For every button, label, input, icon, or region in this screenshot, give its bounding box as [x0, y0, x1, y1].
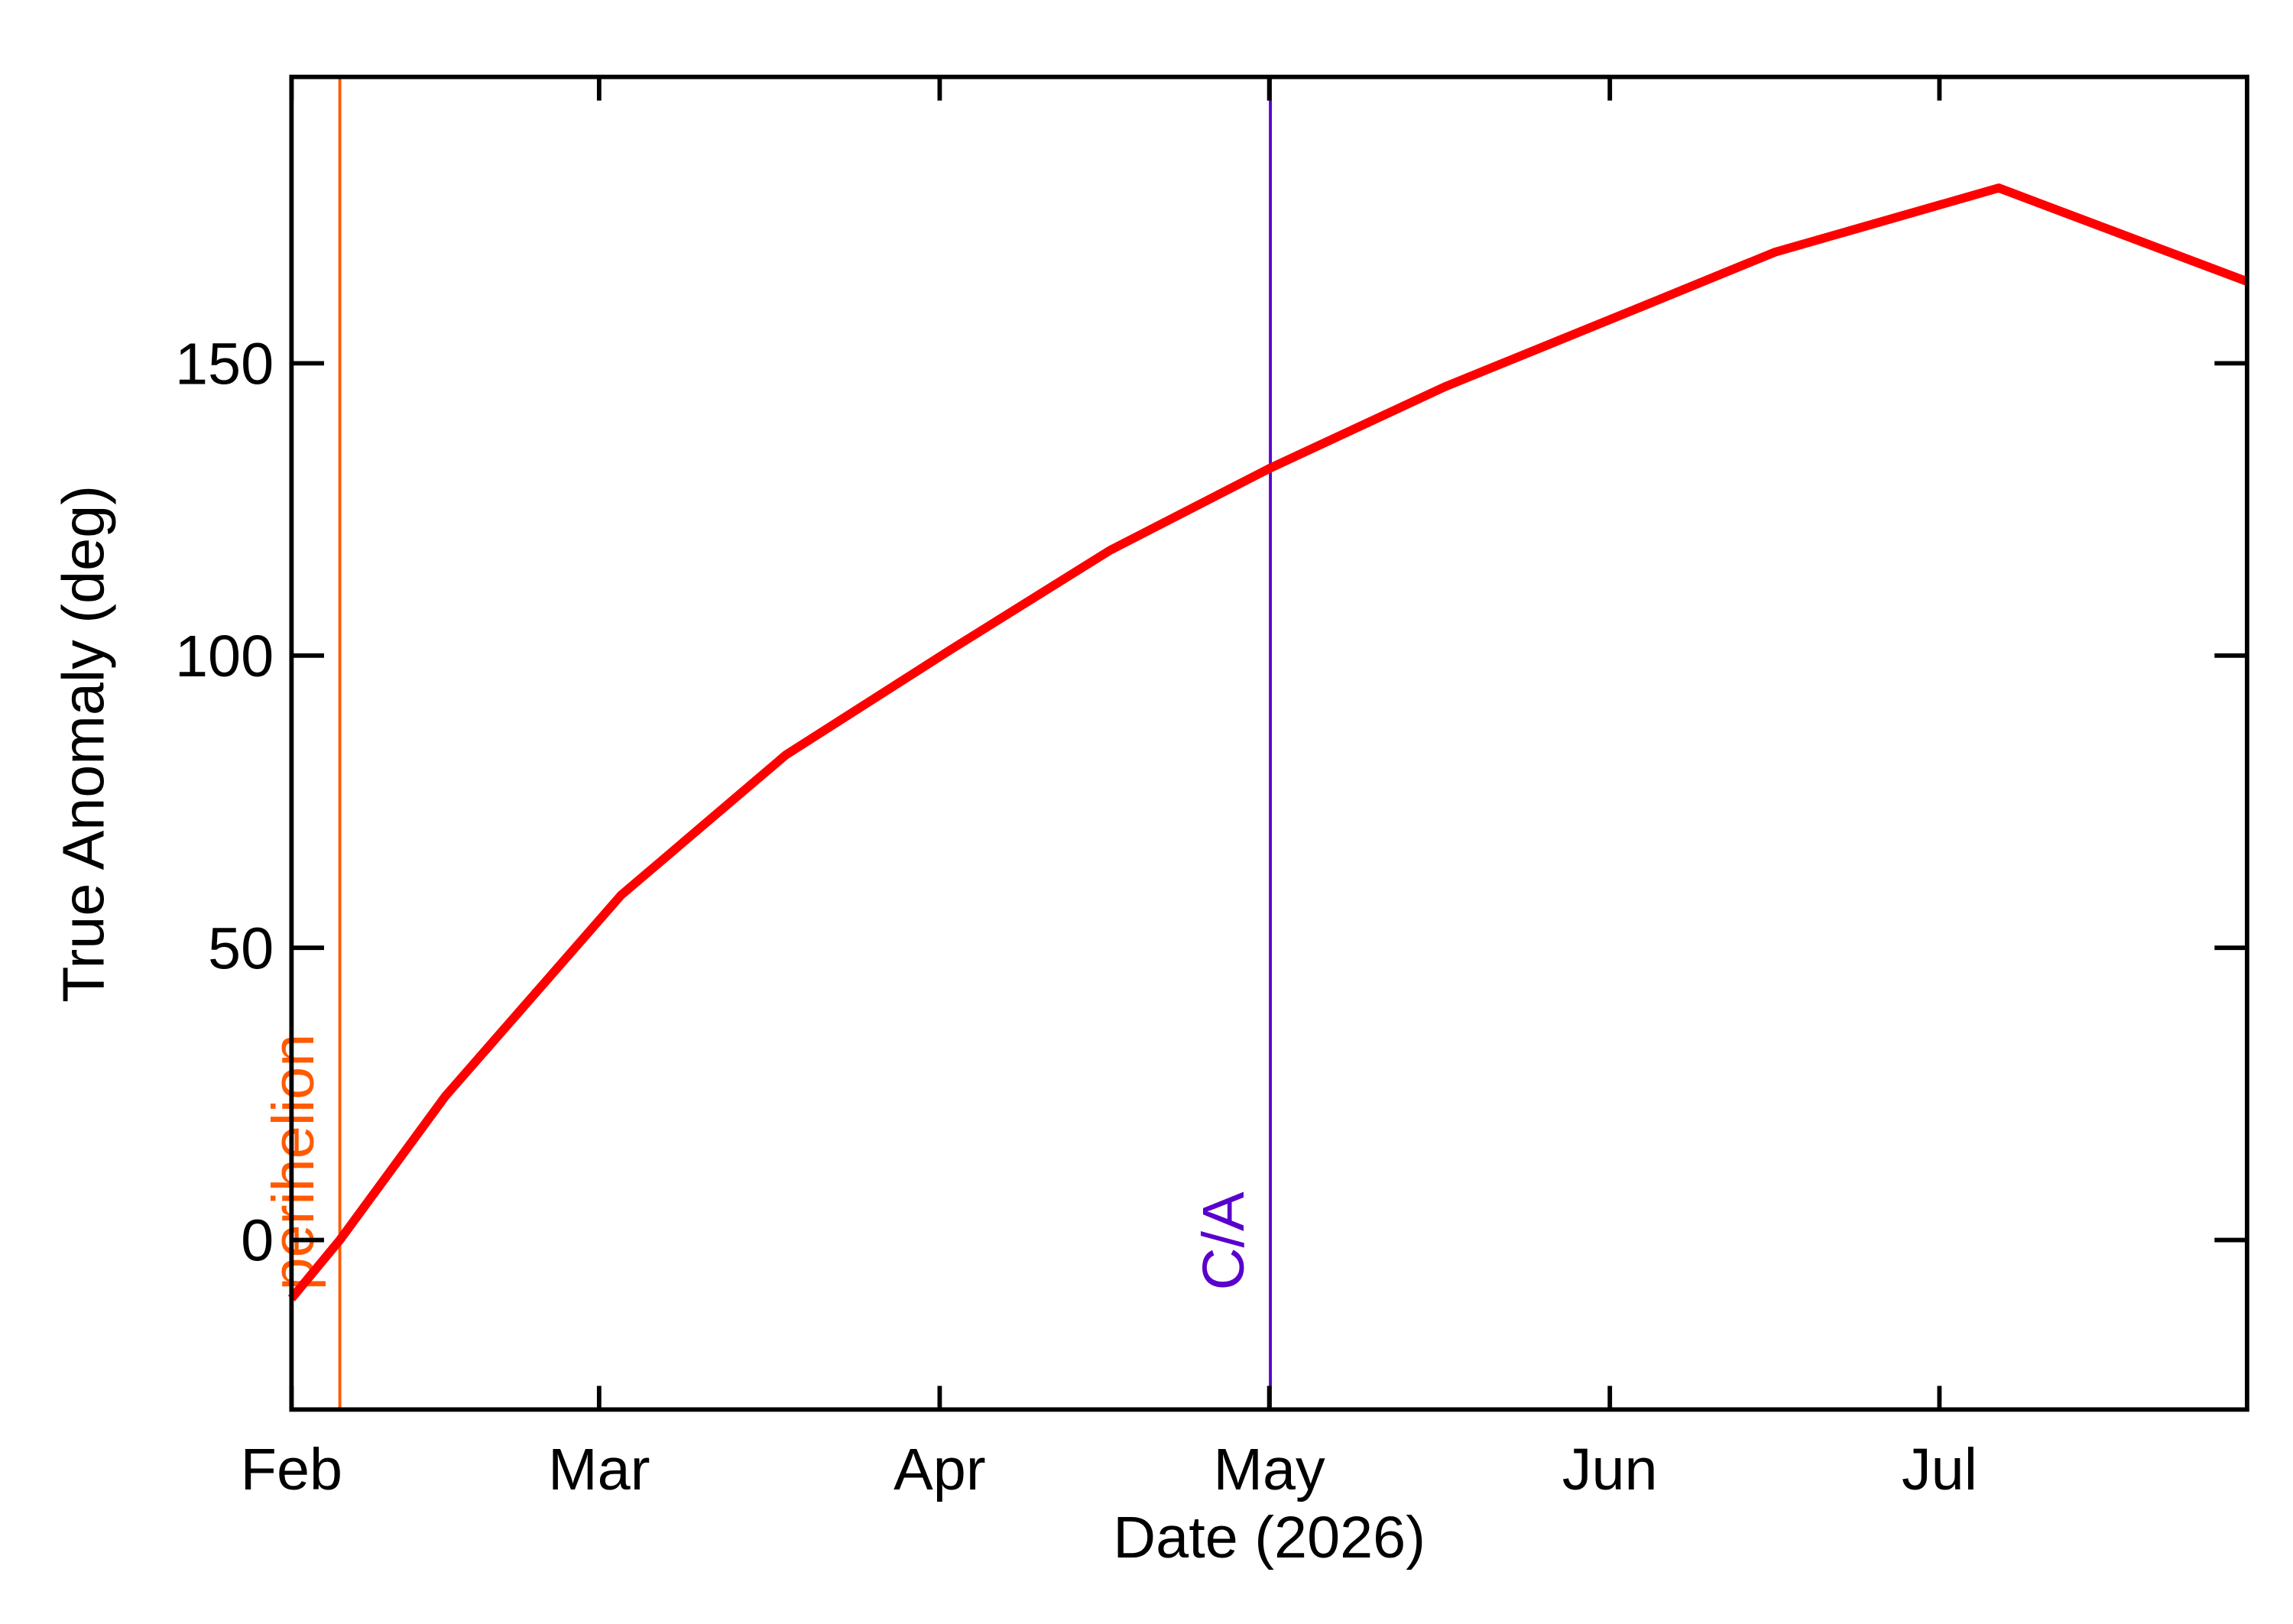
- y-tick-label: 50: [208, 916, 274, 981]
- marker-label: C/A: [1191, 1191, 1257, 1290]
- x-tick-label: Jul: [1902, 1437, 1977, 1502]
- line-series: [287, 183, 2249, 1301]
- y-axis-label: True Anomaly (deg): [51, 485, 117, 1003]
- plot-frame: [289, 74, 2249, 1412]
- x-tick-label: Apr: [894, 1437, 985, 1502]
- x-axis-label: Date (2026): [1113, 1505, 1425, 1571]
- y-tick-label: 0: [241, 1208, 274, 1274]
- x-tick-label: Jun: [1562, 1437, 1658, 1502]
- x-tick-label: Mar: [548, 1437, 650, 1502]
- y-tick-label: 150: [175, 331, 274, 397]
- x-tick-label: Feb: [241, 1437, 342, 1502]
- x-tick-label: May: [1214, 1437, 1326, 1502]
- y-tick-label: 100: [175, 624, 274, 689]
